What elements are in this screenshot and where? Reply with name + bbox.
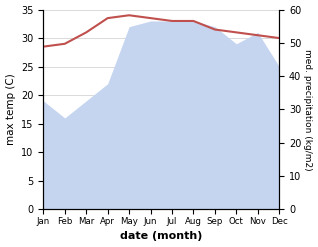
Y-axis label: max temp (C): max temp (C) <box>5 74 16 145</box>
X-axis label: date (month): date (month) <box>120 231 203 242</box>
Y-axis label: med. precipitation (kg/m2): med. precipitation (kg/m2) <box>303 49 313 170</box>
